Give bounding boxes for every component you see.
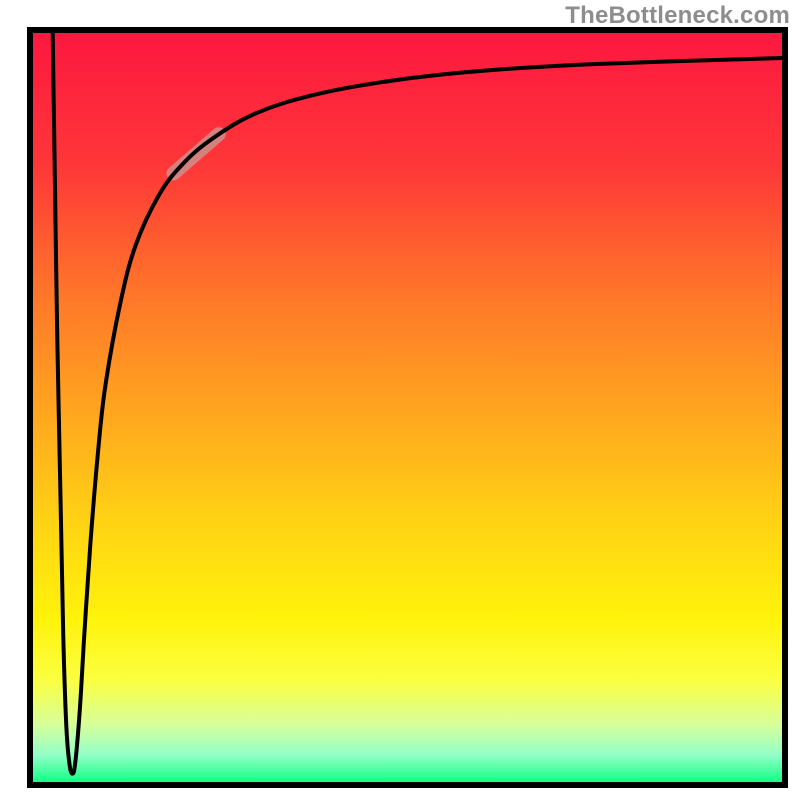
watermark-text: TheBottleneck.com <box>565 2 790 30</box>
plot-background <box>30 30 785 785</box>
chart-svg <box>0 0 800 800</box>
chart-container: { "watermark": { "text": "TheBottleneck.… <box>0 0 800 800</box>
